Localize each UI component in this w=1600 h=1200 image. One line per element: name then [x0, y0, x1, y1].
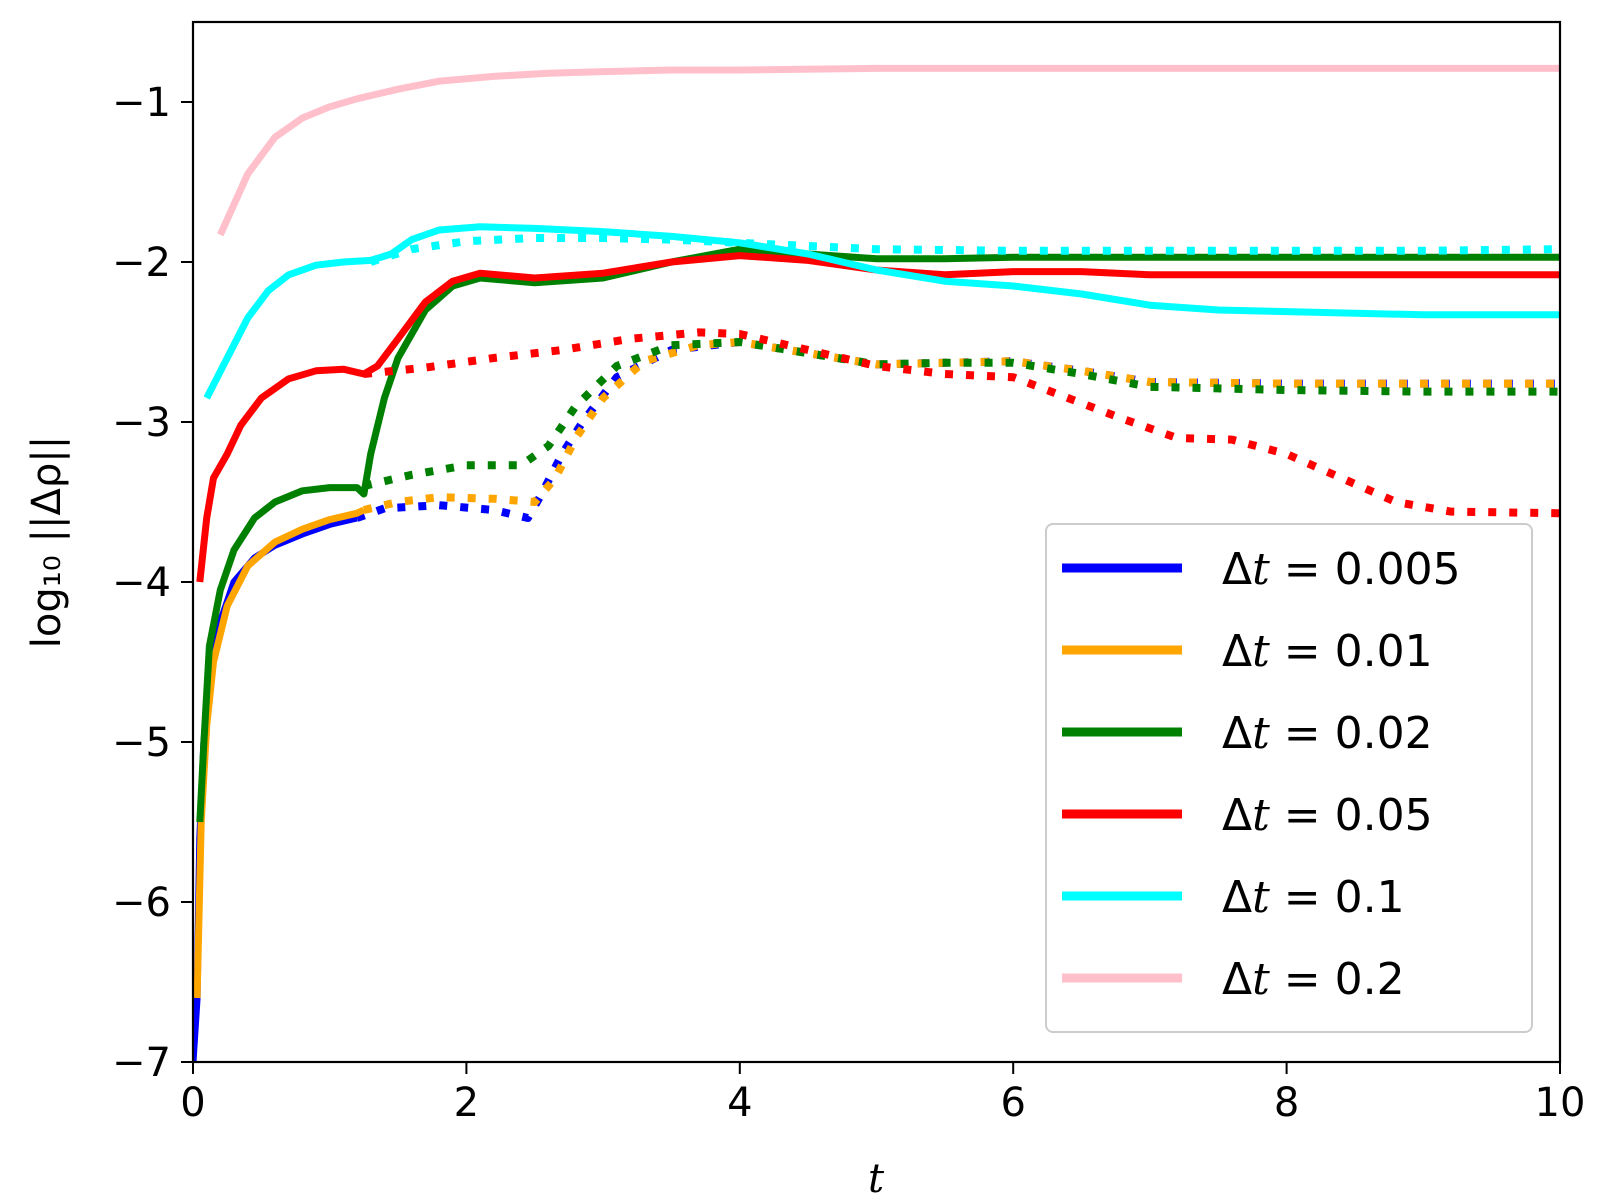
x-tick-label: 6 — [1000, 1080, 1025, 1126]
y-tick-label: −7 — [112, 1040, 171, 1086]
series-3-solid-line — [196, 252, 1560, 583]
x-tick-label: 4 — [727, 1080, 752, 1126]
x-tick-label: 2 — [454, 1080, 479, 1126]
y-tick-label: −3 — [112, 400, 171, 446]
y-axis: −7 −6 −5 −4 −3 −2 −1 — [112, 80, 193, 1086]
series-3-dotted-line — [363, 328, 1560, 518]
y-tick-label: −2 — [112, 240, 171, 286]
x-tick-label: 8 — [1274, 1080, 1299, 1126]
x-tick-label: 0 — [180, 1080, 205, 1126]
legend-label: Δt = 0.1 — [1222, 872, 1405, 923]
plot-frame — [191, 20, 1562, 1064]
series-2-solid-line — [196, 245, 1560, 823]
series-layer — [193, 64, 1560, 1062]
y-tick-label: −5 — [112, 720, 171, 766]
x-axis-label: t — [868, 1156, 885, 1200]
series-5-solid-line — [217, 64, 1560, 237]
y-tick-label: −4 — [112, 560, 171, 606]
y-axis-label: log₁₀ ||Δρ|| — [24, 436, 70, 648]
legend-label: Δt = 0.02 — [1222, 708, 1433, 759]
legend-label: Δt = 0.01 — [1222, 626, 1433, 677]
series-2-dotted-line — [362, 338, 1560, 490]
y-tick-label: −1 — [112, 80, 171, 126]
x-axis: 0 2 4 6 8 10 — [180, 1062, 1585, 1126]
y-tick-label: −6 — [112, 880, 171, 926]
legend-label: Δt = 0.05 — [1222, 790, 1433, 841]
legend-label: Δt = 0.005 — [1222, 544, 1461, 595]
series-4-solid-line — [203, 223, 1560, 400]
legend: Δt = 0.005 Δt = 0.01 Δt = 0.02 Δt = 0.05 Δt … — [1045, 523, 1533, 1033]
x-tick-label: 10 — [1535, 1080, 1586, 1126]
legend-label: Δt = 0.2 — [1222, 954, 1405, 1005]
